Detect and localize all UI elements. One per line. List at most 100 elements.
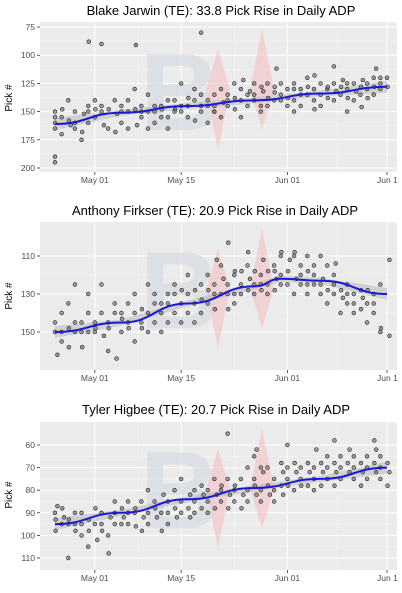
- data-point: [298, 86, 303, 92]
- data-point: [178, 320, 184, 325]
- data-point: [225, 103, 230, 109]
- data-point: [267, 492, 273, 497]
- data-point: [206, 288, 211, 293]
- data-point: [278, 81, 283, 86]
- data-point: [265, 465, 270, 470]
- data-point: [141, 515, 146, 520]
- data-point: [247, 89, 253, 94]
- y-tick-label: 150: [21, 107, 35, 117]
- data-point: [113, 129, 118, 135]
- data-point: [365, 95, 370, 101]
- data-point: [218, 115, 224, 120]
- data-point: [52, 510, 58, 515]
- data-point: [347, 447, 352, 452]
- data-point: [52, 320, 58, 325]
- data-point: [387, 257, 392, 262]
- data-point: [125, 499, 131, 504]
- data-point: [225, 431, 230, 436]
- data-point: [280, 492, 286, 497]
- y-tick-label: 80: [26, 485, 36, 495]
- x-tick-label: May 15: [167, 373, 195, 383]
- data-point: [378, 81, 383, 86]
- data-point: [218, 499, 224, 504]
- data-point: [358, 460, 364, 466]
- data-point: [152, 103, 157, 109]
- watermark-logo: B: [140, 31, 219, 154]
- data-point: [145, 510, 151, 515]
- data-point: [198, 92, 204, 97]
- data-point: [298, 282, 303, 287]
- data-point: [232, 499, 237, 504]
- data-point: [172, 282, 177, 287]
- data-point: [344, 81, 350, 86]
- y-tick-label: 130: [21, 289, 35, 299]
- data-point: [174, 515, 180, 520]
- data-point: [159, 115, 164, 120]
- data-point: [79, 137, 84, 143]
- x-tick-label: May 15: [167, 175, 195, 185]
- data-point: [154, 515, 160, 520]
- data-point: [145, 282, 151, 287]
- data-point: [247, 276, 253, 281]
- data-point: [172, 109, 177, 114]
- data-point: [252, 81, 257, 86]
- data-point: [225, 282, 230, 287]
- data-point: [305, 291, 310, 297]
- data-point: [105, 348, 111, 354]
- data-point: [145, 329, 151, 335]
- data-point: [280, 469, 286, 475]
- data-point: [245, 92, 250, 97]
- data-point: [139, 115, 144, 120]
- data-point: [172, 291, 177, 297]
- data-point: [345, 95, 350, 101]
- data-point: [338, 454, 343, 459]
- data-point: [178, 109, 184, 114]
- data-point: [320, 469, 326, 475]
- y-tick-label: 100: [21, 50, 35, 60]
- data-point: [298, 465, 303, 470]
- data-point: [239, 269, 244, 274]
- data-point: [185, 272, 191, 278]
- data-point: [52, 160, 58, 165]
- data-point: [145, 521, 151, 527]
- data-point: [351, 81, 356, 86]
- data-point: [338, 310, 343, 316]
- data-point: [325, 263, 330, 268]
- data-point: [99, 41, 104, 47]
- data-point: [125, 521, 131, 527]
- data-point: [265, 81, 270, 86]
- data-point: [351, 98, 356, 103]
- data-point: [85, 291, 91, 297]
- data-point: [238, 86, 244, 92]
- data-point: [358, 92, 363, 97]
- data-point: [258, 103, 264, 109]
- data-point: [378, 329, 383, 335]
- data-point: [232, 291, 237, 297]
- data-point: [258, 488, 264, 493]
- chart-panel-3: Tyler Higbee (TE): 20.7 Pick Rise in Dai…: [4, 402, 398, 583]
- data-point: [159, 510, 164, 515]
- data-point: [85, 544, 91, 549]
- chart-1-title: Blake Jarwin (TE): 33.8 Pick Rise in Dai…: [87, 3, 356, 18]
- y-tick-label: 90: [26, 508, 36, 518]
- data-point: [291, 81, 297, 86]
- data-point: [331, 81, 337, 86]
- data-point: [344, 291, 350, 297]
- data-point: [205, 488, 210, 493]
- data-point: [338, 84, 344, 89]
- data-point: [133, 524, 139, 529]
- data-point: [258, 109, 264, 114]
- data-point: [258, 499, 264, 504]
- data-point: [225, 476, 230, 482]
- data-point: [291, 98, 297, 103]
- data-point: [192, 488, 197, 493]
- data-point: [86, 39, 92, 44]
- data-point: [305, 75, 310, 80]
- data-point: [92, 329, 98, 335]
- data-point: [332, 483, 337, 488]
- data-point: [134, 122, 140, 128]
- data-point: [351, 310, 356, 316]
- data-point: [59, 339, 64, 344]
- data-point: [125, 98, 131, 103]
- data-point: [311, 86, 317, 92]
